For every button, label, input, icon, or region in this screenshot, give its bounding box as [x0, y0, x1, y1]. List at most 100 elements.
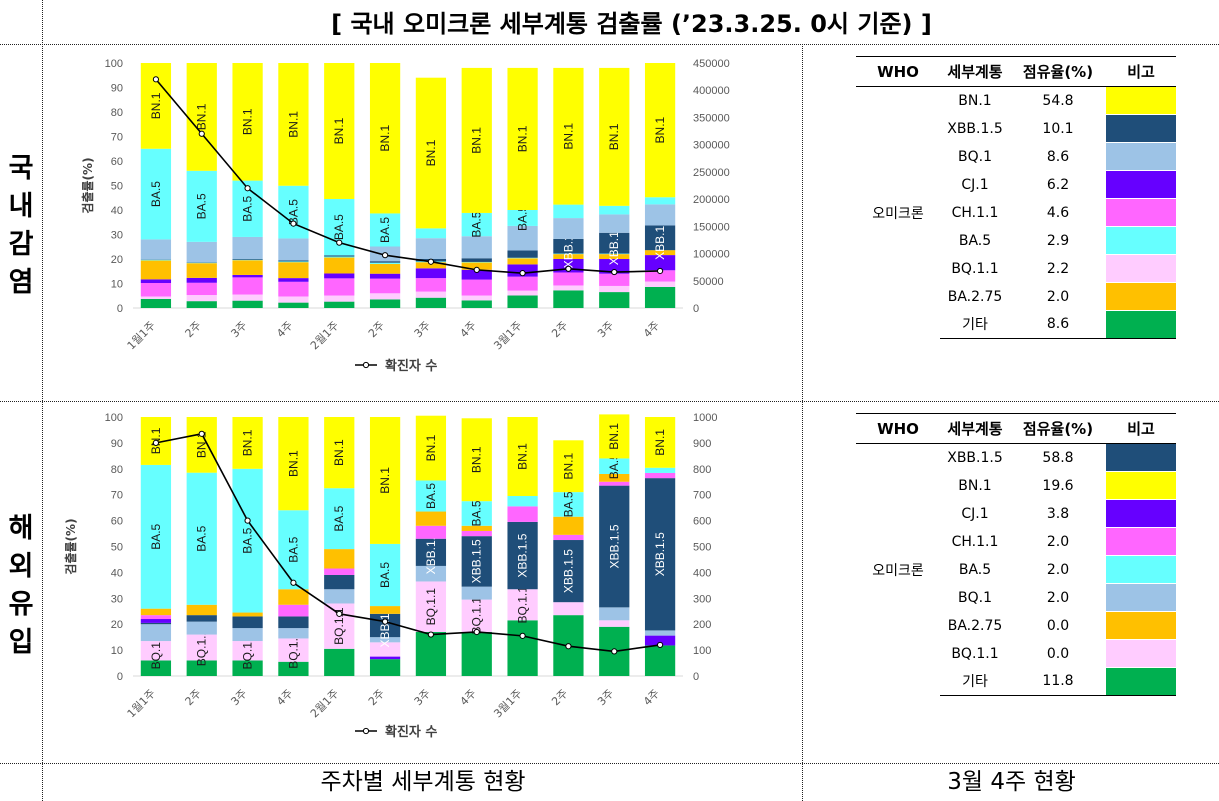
- bar-segment: [186, 472, 217, 605]
- lineage-cell: 기타: [940, 310, 1010, 339]
- x-tick-label: 3주: [412, 319, 433, 340]
- color-swatch: [1106, 471, 1176, 500]
- domestic-lineage-chart: 0 10 20 30 40 50 60 70 80 90 100 0 50000 100000 150000…: [80, 58, 730, 374]
- bar-segment: [278, 510, 309, 590]
- bar-data-label: BQ.1.1: [241, 632, 255, 670]
- x-tick-label: 1월1주: [125, 687, 158, 720]
- cases-point: [427, 258, 435, 265]
- cases-line: [155, 432, 661, 653]
- bar-segment: [553, 204, 584, 219]
- bar-segment: [369, 263, 401, 274]
- cases-point: [381, 252, 389, 259]
- bar-segment: [553, 254, 584, 259]
- bar-data-label: BA.5: [424, 483, 438, 509]
- table-row: BQ.1 8.6: [856, 142, 1176, 171]
- bar-segment: [232, 274, 263, 278]
- bar-segment: [369, 659, 401, 676]
- bar-segment: [324, 301, 355, 308]
- y-tick-label: 80: [111, 107, 123, 119]
- cases-point: [336, 239, 343, 246]
- x-tick-label: 3주: [595, 687, 616, 708]
- x-tick-label: 2주: [366, 319, 387, 340]
- bar-data-label: BN.1: [561, 123, 575, 150]
- share-cell: 54.8: [1042, 92, 1074, 109]
- y2-tick-label: 100000: [693, 249, 730, 261]
- bar-segment: [140, 608, 172, 616]
- y2-tick-label: 350000: [693, 112, 730, 124]
- bar-segment: [644, 270, 676, 282]
- bar-segment: [278, 262, 309, 279]
- bar-data-label: XBB.1.5: [561, 549, 575, 593]
- bar-segment: [369, 642, 401, 657]
- x-tick-label: 3월1주: [491, 319, 524, 352]
- bar-segment: [232, 612, 263, 617]
- bar-segment: [278, 589, 309, 605]
- bar-segment: [140, 296, 172, 299]
- cases-point: [198, 430, 205, 437]
- bar-segment: [553, 290, 584, 308]
- bar-segment: [324, 648, 355, 676]
- bar-data-label: BN.1: [286, 111, 300, 138]
- bar-segment: [369, 262, 401, 264]
- bar-segment: [507, 276, 538, 291]
- bar-segment: [369, 63, 401, 214]
- bar-segment: [507, 67, 538, 211]
- bar-data-label: BA.5: [378, 562, 392, 588]
- bar-segment: [553, 516, 584, 535]
- bar-segment: [369, 606, 401, 614]
- bar-segment: [507, 521, 538, 590]
- y2-tick-label: 700: [693, 490, 711, 502]
- y2-tick-label: 400000: [693, 85, 730, 97]
- share-cell: 19.6: [1042, 477, 1074, 494]
- bar-data-label: XBB.1.5: [653, 532, 667, 576]
- x-tick-label: 4주: [458, 687, 479, 708]
- bar-segment: [644, 63, 676, 198]
- bar-segment: [461, 295, 492, 301]
- lineage-cell: BA.2.75: [947, 617, 1003, 634]
- bar-segment: [278, 63, 309, 186]
- bar-segment: [415, 77, 447, 229]
- domestic-share-table: WHO 세부계통 점유율(%) 비고 오미크론 BN.1 54.8 XBB.1.5 10…: [856, 56, 1176, 339]
- y-tick-label: 80: [111, 464, 123, 476]
- bar-data-label: XBB.1.5: [653, 215, 667, 259]
- bar-segment: [140, 660, 172, 676]
- bar-segment: [553, 534, 584, 541]
- bar-segment: [553, 272, 584, 286]
- x-tick-label: 3주: [412, 687, 433, 708]
- bar-data-label: XBB.1.5: [424, 530, 438, 574]
- y-tick-label: 70: [111, 490, 123, 502]
- bar-data-label: BQ.1.1: [332, 607, 346, 645]
- bar-segment: [644, 204, 676, 226]
- cases-point: [290, 220, 297, 227]
- y-tick-label: 90: [111, 83, 123, 95]
- color-swatch: [1106, 611, 1176, 640]
- bar-data-label: BA.5: [286, 199, 300, 225]
- color-swatch: [1106, 443, 1176, 472]
- share-cell: 8.6: [1046, 148, 1070, 165]
- bar-segment: [186, 615, 217, 622]
- y-tick-label: 10: [111, 645, 123, 657]
- y2-tick-label: 300000: [693, 140, 730, 152]
- bar-segment: [461, 300, 492, 308]
- bar-segment: [507, 589, 538, 621]
- bar-segment: [324, 257, 355, 274]
- color-swatch: [1106, 639, 1176, 668]
- bar-segment: [186, 634, 217, 661]
- bar-segment: [644, 286, 676, 308]
- bar-segment: [461, 536, 492, 587]
- bar-segment: [140, 148, 172, 240]
- bar-segment: [644, 630, 676, 636]
- bar-data-label: BN.1: [470, 446, 484, 473]
- table-row: 기타 8.6: [856, 310, 1176, 339]
- y-axis-label: 검출률(%): [80, 157, 95, 213]
- bar-data-label: XBB.1.5: [516, 533, 530, 577]
- bar-data-label: BN.1: [195, 431, 209, 458]
- color-swatch: [1106, 86, 1176, 115]
- bar-segment: [599, 414, 630, 459]
- y2-tick-label: 0: [693, 303, 699, 315]
- legend-label: 확진자 수: [385, 358, 437, 374]
- table-row: BQ.1.1 2.2: [856, 254, 1176, 283]
- bar-segment: [278, 296, 309, 303]
